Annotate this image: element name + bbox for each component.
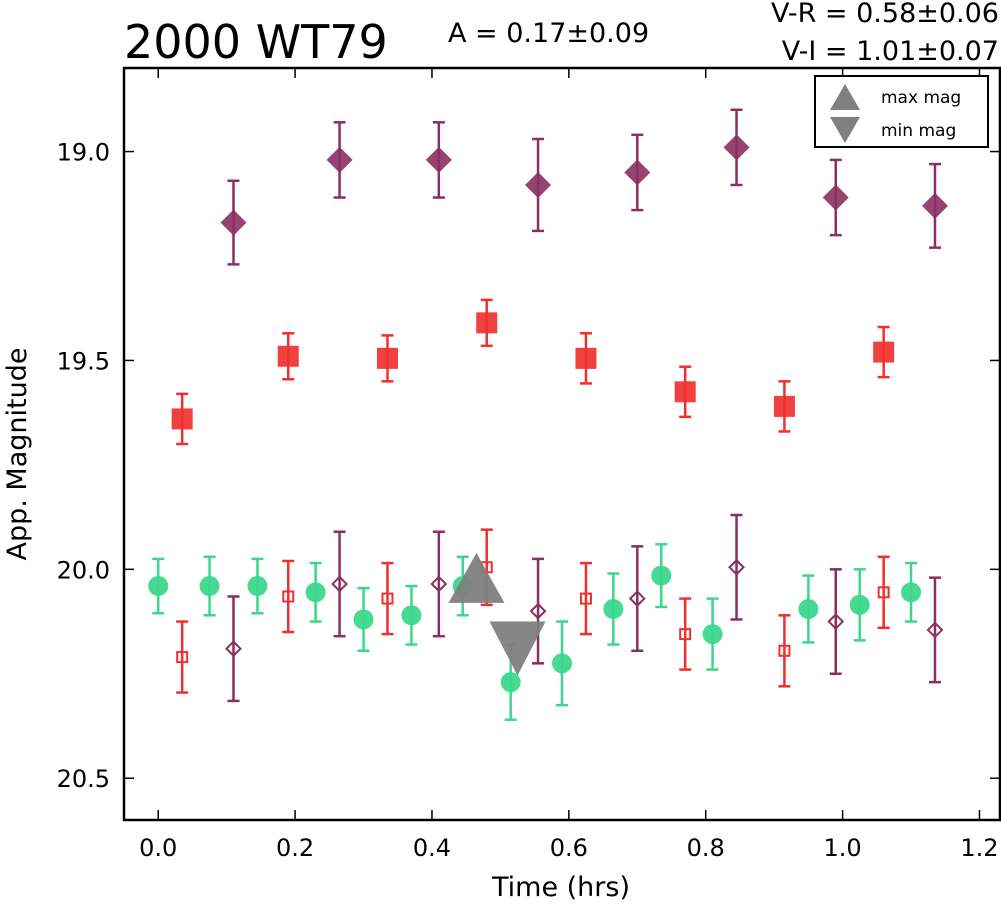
- data-point-open-square: [176, 651, 189, 664]
- axis-ticks: 0.0 0.2 0.4 0.6 0.8 1.0 1.2 19.0 19.5 20.0 20.5: [57, 68, 1000, 862]
- x-tick-label: 1.0: [824, 834, 862, 862]
- data-point-circle: [603, 599, 624, 620]
- data-point-open-square: [579, 592, 592, 605]
- color-index-vr: V-R = 0.58±0.06: [771, 0, 999, 29]
- x-tick-label: 0.6: [550, 834, 588, 862]
- data-point-open-diamond: [926, 621, 944, 639]
- max-mag-marker: [448, 552, 505, 603]
- data-point-circle: [199, 576, 220, 597]
- data-point-square: [476, 312, 498, 334]
- legend-max-mag-label: max mag: [881, 88, 961, 108]
- data-point-diamond: [723, 134, 750, 161]
- data-point-circle: [305, 582, 326, 603]
- data-point-circle: [247, 576, 268, 597]
- series-square-open: [176, 528, 890, 694]
- data-point-diamond: [822, 184, 849, 211]
- data-point-open-square: [877, 586, 890, 599]
- legend-min-mag-label: min mag: [881, 121, 956, 141]
- series-square-filled: [171, 298, 895, 446]
- plot-frame: [122, 66, 1001, 822]
- x-tick-label: 0.8: [687, 834, 725, 862]
- data-point-open-diamond: [430, 575, 448, 593]
- plot-area: [148, 108, 948, 721]
- series-diamond-open: [225, 513, 944, 703]
- data-point-open-diamond: [225, 640, 242, 658]
- data-point-open-square: [381, 592, 394, 605]
- x-tick-label: 0.4: [413, 834, 451, 862]
- amplitude-text: A = 0.17±0.09: [448, 18, 649, 49]
- data-point-open-square: [778, 644, 791, 657]
- y-tick-label: 20.0: [57, 556, 110, 584]
- data-point-diamond: [921, 192, 948, 219]
- data-point-square: [674, 381, 696, 403]
- data-point-square: [773, 395, 795, 417]
- data-point-circle: [849, 594, 870, 615]
- y-axis-label: App. Magnitude: [2, 348, 33, 561]
- series-circle-filled: [148, 543, 922, 721]
- data-point-square: [171, 408, 193, 430]
- data-point-diamond: [326, 146, 353, 173]
- data-point-square: [873, 341, 895, 363]
- data-point-open-diamond: [728, 558, 745, 576]
- legend-max-mag-marker: [830, 84, 860, 110]
- data-point-diamond: [525, 171, 552, 198]
- data-point-open-square: [282, 590, 295, 603]
- x-tick-label: 1.2: [960, 834, 998, 862]
- data-point-diamond: [220, 209, 247, 236]
- data-point-circle: [901, 582, 922, 603]
- data-point-circle: [353, 609, 374, 630]
- data-point-open-diamond: [628, 590, 646, 607]
- data-point-circle: [401, 605, 422, 626]
- data-point-open-square: [679, 628, 692, 641]
- data-point-square: [277, 345, 299, 367]
- data-point-square: [575, 347, 597, 369]
- chart-title: 2000 WT79: [124, 15, 388, 69]
- y-tick-label: 20.5: [57, 765, 110, 793]
- data-point-square: [376, 347, 398, 369]
- data-point-circle: [651, 565, 672, 586]
- color-index-vi: V-I = 1.01±0.07: [782, 36, 999, 67]
- data-point-circle: [500, 672, 521, 693]
- data-point-circle: [148, 576, 169, 597]
- y-tick-label: 19.0: [57, 139, 110, 167]
- data-point-open-diamond: [331, 575, 348, 593]
- x-axis-label: Time (hrs): [491, 872, 630, 903]
- x-tick-label: 0.0: [139, 834, 177, 862]
- data-point-open-diamond: [529, 602, 547, 620]
- y-tick-label: 19.5: [57, 347, 110, 375]
- legend: max mag min mag: [814, 75, 989, 148]
- x-tick-label: 0.2: [276, 834, 314, 862]
- series-diamond-filled: [220, 108, 948, 266]
- data-point-circle: [552, 653, 572, 674]
- legend-min-mag-marker: [830, 117, 860, 143]
- data-point-open-diamond: [827, 613, 845, 630]
- min-mag-marker: [489, 621, 546, 676]
- data-point-circle: [702, 624, 723, 645]
- data-point-diamond: [624, 159, 651, 186]
- data-point-circle: [798, 599, 819, 620]
- data-point-diamond: [425, 146, 452, 173]
